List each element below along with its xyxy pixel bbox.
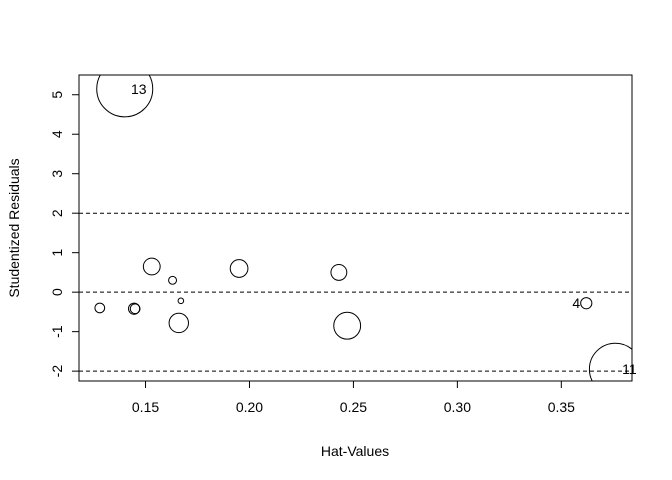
x-tick-label: 0.35 [548, 399, 575, 415]
data-point [129, 303, 141, 315]
y-tick-label: 1 [49, 249, 65, 257]
data-point [333, 311, 362, 340]
y-tick-label: 4 [49, 130, 65, 138]
data-point [580, 297, 593, 310]
y-tick-label: -1 [49, 325, 65, 338]
y-axis: -2 -1 0 1 2 3 4 5 [49, 91, 80, 378]
data-point [177, 297, 185, 305]
data-point [168, 312, 189, 334]
data-point [229, 259, 249, 278]
y-tick-label: 2 [49, 209, 65, 217]
point-labels: 13 4 11 [131, 81, 637, 377]
data-point [330, 263, 348, 281]
data-point [168, 275, 178, 285]
data-point [96, 75, 154, 118]
x-tick-label: 0.15 [132, 399, 159, 415]
x-axis: 0.15 0.20 0.25 0.30 0.35 [132, 380, 575, 415]
data-point [142, 257, 161, 276]
y-axis-title: Studentized Residuals [6, 158, 22, 297]
x-tick-label: 0.20 [236, 399, 263, 415]
data-point [588, 342, 632, 381]
x-tick-label: 0.30 [444, 399, 471, 415]
x-axis-title: Hat-Values [321, 443, 389, 459]
data-point [94, 302, 106, 314]
point-label: 4 [572, 295, 580, 311]
reference-lines [79, 212, 632, 372]
y-tick-label: 5 [49, 91, 65, 99]
plot-frame [78, 74, 633, 382]
x-tick-label: 0.25 [340, 399, 367, 415]
point-label: 11 [622, 361, 637, 377]
point-label: 13 [131, 81, 147, 97]
y-tick-label: 3 [49, 170, 65, 178]
y-tick-label: 0 [49, 288, 65, 296]
y-tick-label: -2 [49, 365, 65, 378]
data-points [94, 75, 632, 381]
